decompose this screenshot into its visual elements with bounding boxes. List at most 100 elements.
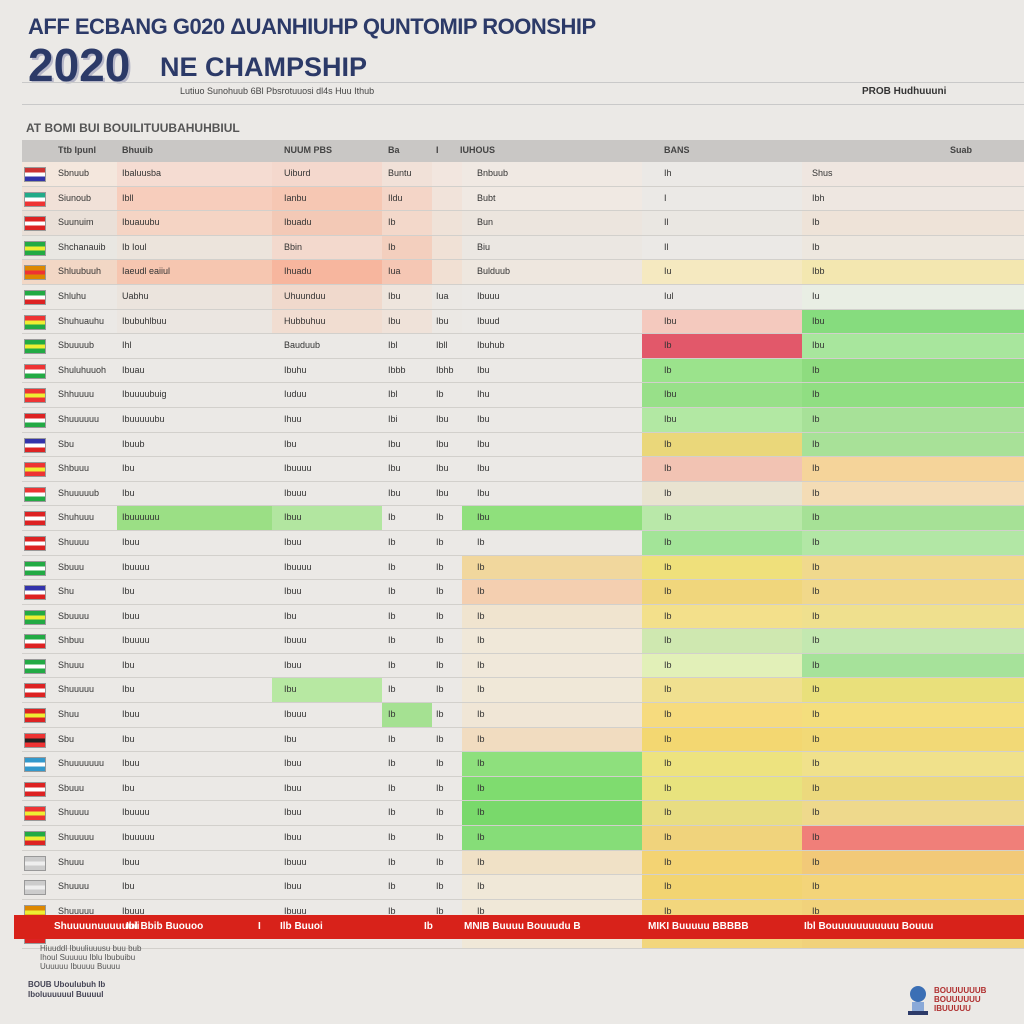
table-cell: Ib: [436, 807, 444, 818]
table-cell: Ibu: [284, 610, 297, 621]
table-cell: Ibu: [284, 684, 297, 695]
table-cell: Ibu: [388, 290, 401, 301]
heat-cell: [382, 506, 432, 530]
table-cell: Ib: [477, 635, 485, 646]
team-name: Sbu: [58, 438, 75, 449]
table-cell: Ib: [664, 856, 672, 867]
table-cell: Ib: [812, 536, 820, 547]
table-cell: Ib: [664, 487, 672, 498]
table-cell: Iul: [664, 290, 674, 301]
heat-cell: [272, 407, 382, 432]
table-cell: Ibuau: [122, 364, 145, 375]
table-cell: Ib: [388, 241, 396, 252]
heat-cell: [382, 776, 432, 801]
flag-icon: [24, 289, 46, 305]
heat-cell: [432, 211, 462, 235]
table-cell: Ibu: [477, 487, 490, 498]
table-cell: Ib: [812, 758, 820, 769]
table-cell: Bnbuub: [477, 168, 509, 178]
heat-cell: [272, 727, 382, 752]
table-cell: Ib: [664, 364, 672, 375]
table-cell: Ibu: [436, 315, 449, 326]
source: BOUB Uboulubuh Ib Iboluuuuuul Buuuul: [28, 980, 105, 1000]
table-cell: Ib: [812, 487, 820, 498]
table-cell: Ib: [664, 512, 672, 523]
table-cell: Ib: [436, 684, 444, 695]
table-cell: Ib: [812, 241, 820, 252]
team-name: Shuuuuu: [58, 832, 95, 843]
table-cell: Ibu: [284, 733, 297, 744]
flag-icon: [24, 339, 46, 355]
heat-cell: [642, 776, 802, 801]
heat-cell: [382, 826, 432, 850]
table-cell: Ib: [664, 807, 672, 818]
heat-cell: [272, 653, 382, 678]
table-cell: Ib: [664, 733, 672, 744]
table-cell: Ibuu: [284, 536, 302, 547]
table-cell: Bauduub: [284, 340, 321, 351]
flag-icon: [24, 658, 46, 674]
table-cell: Ibuu: [284, 832, 302, 843]
heat-cell: [642, 530, 802, 555]
footer-summary-bar: Shuuuunuuuuuuii Ibl Bbib Buouoo I Ilb Bu…: [14, 915, 1024, 939]
team-name: Sbuuu: [58, 561, 85, 572]
heat-cell: [462, 801, 642, 826]
heat-cell: [642, 580, 802, 604]
table-cell: Ibuuu: [284, 709, 307, 720]
source-line: Iboluuuuuul Buuuul: [28, 990, 104, 999]
footer-cell: Shuuuunuuuuuuii: [54, 921, 140, 932]
table-cell: Ib: [812, 733, 820, 744]
heat-cell: [382, 752, 432, 776]
heat-cell: [382, 580, 432, 604]
table-cell: Ib: [436, 832, 444, 843]
heat-cell: [642, 727, 802, 752]
team-name: Shuuuuuu: [58, 413, 100, 424]
team-name: Shu: [58, 586, 75, 597]
table-cell: Ib: [436, 512, 444, 523]
heat-cell: [382, 235, 432, 260]
table-cell: Ib: [477, 758, 485, 769]
heat-cell: [382, 211, 432, 235]
table-row: Shbuuu Ibu Ibuuuu Ibu Ibu Ibu Ib Ib: [22, 457, 1024, 482]
team-name: Shluhu: [58, 290, 87, 301]
heat-cell: [802, 776, 1024, 801]
table-cell: Ib: [388, 217, 396, 228]
table-row: Shuuuuu Ibuuuuu Ibuu Ib Ib Ib Ib Ib: [22, 826, 1024, 851]
table-cell: Ib: [388, 905, 396, 916]
team-name: Shbuu: [58, 635, 85, 646]
table-row: Sbuuu Ibu Ibuu Ib Ib Ib Ib Ib: [22, 776, 1024, 802]
table-cell: Ibubuhlbuu: [122, 315, 167, 326]
note-line: Hiuuddl Ibuuliuuusu buu bub: [40, 944, 142, 953]
heat-cell: [432, 186, 462, 211]
table-cell: Uabhu: [122, 290, 149, 301]
heat-cell: [462, 211, 642, 235]
heat-cell: [272, 432, 382, 457]
heat-cell: [642, 432, 802, 457]
heat-cell: [117, 235, 272, 260]
heat-cell: [117, 309, 272, 334]
table-cell: Ildu: [388, 192, 403, 203]
heat-cell: [432, 629, 462, 653]
table-cell: Ibuu: [284, 881, 302, 892]
footer-cell: Ibl Bbib Buouoo: [126, 921, 204, 932]
table-cell: Ibu: [122, 733, 135, 744]
table-cell: Ib: [388, 758, 396, 769]
heat-cell: [642, 653, 802, 678]
flag-icon: [24, 831, 46, 847]
table-cell: Ib: [388, 782, 396, 793]
table-cell: Ibll: [436, 340, 448, 351]
table-cell: Ibuauubu: [122, 217, 160, 228]
table-cell: Il: [664, 217, 669, 228]
table-cell: Ibuu: [284, 586, 302, 597]
table-cell: Ibl: [388, 340, 398, 351]
table-cell: Ibu: [477, 512, 490, 523]
column-header: Suab: [950, 145, 973, 155]
table-row: Shuu Ibuu Ibuuu Ib Ib Ib Ib Ib: [22, 703, 1024, 728]
table-cell: Ib: [388, 635, 396, 646]
heat-cell: [382, 653, 432, 678]
flag-icon: [24, 781, 46, 797]
team-name: Shuuuu: [58, 807, 90, 818]
heat-cell: [382, 530, 432, 555]
heat-cell: [382, 358, 432, 383]
table-cell: Iu: [664, 266, 672, 277]
